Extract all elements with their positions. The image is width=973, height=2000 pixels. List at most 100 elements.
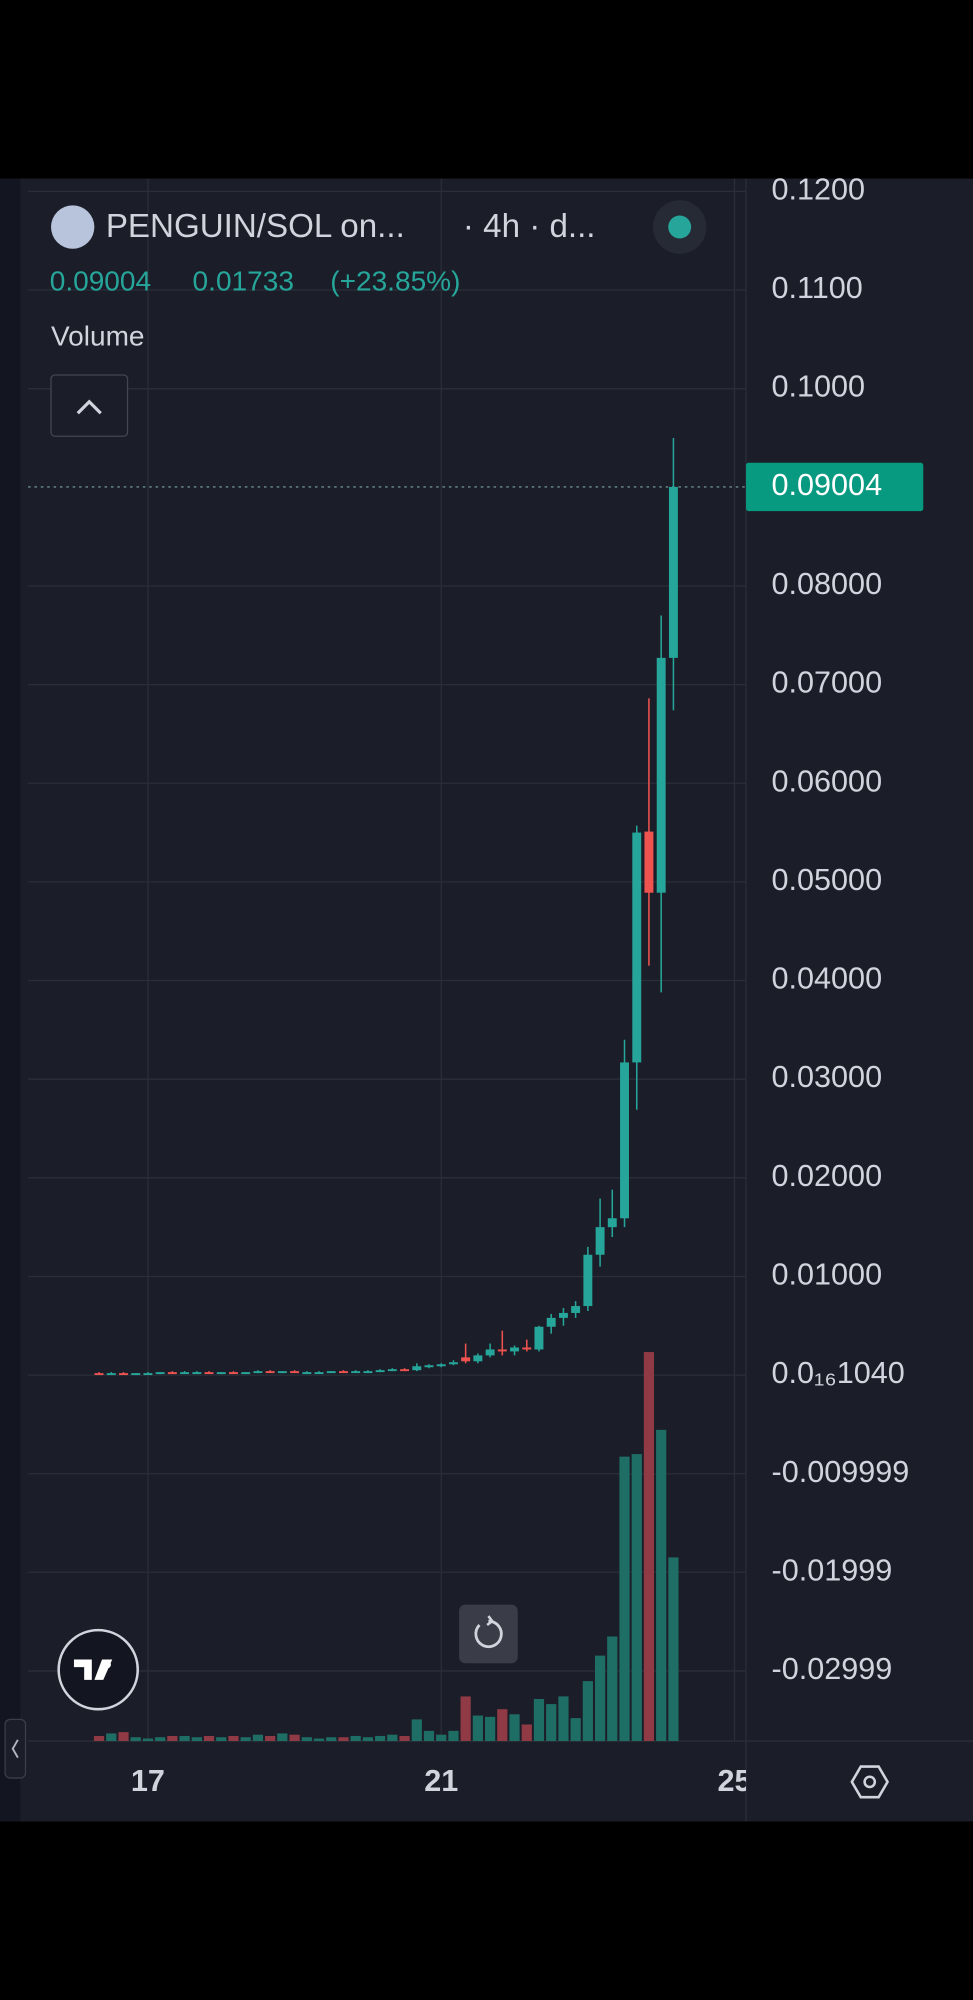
candle-body bbox=[620, 1062, 629, 1219]
candle-body bbox=[436, 1364, 446, 1367]
change-percent: (+23.85%) bbox=[330, 266, 460, 297]
y-tick-label: 0.1200 bbox=[772, 172, 866, 206]
status-dot bbox=[668, 215, 692, 239]
volume-bar bbox=[448, 1730, 459, 1742]
volume-bar bbox=[191, 1737, 202, 1742]
volume-bar bbox=[472, 1715, 483, 1742]
candle-body bbox=[119, 1373, 128, 1376]
collapse-icon bbox=[76, 399, 102, 415]
reset-button[interactable] bbox=[459, 1604, 518, 1664]
volume-bar bbox=[118, 1732, 129, 1742]
y-tick-label: 0.06000 bbox=[772, 764, 883, 798]
volume-bar bbox=[203, 1735, 215, 1742]
interval[interactable]: · 4h · d... bbox=[463, 208, 596, 245]
candle-body bbox=[216, 1372, 226, 1375]
volume-bar bbox=[558, 1696, 569, 1742]
candle-body bbox=[497, 1349, 507, 1352]
collapse-button[interactable] bbox=[50, 374, 129, 437]
volume-bar bbox=[265, 1735, 276, 1742]
volume-bar bbox=[155, 1737, 166, 1742]
candle-body bbox=[656, 657, 666, 893]
side-tab[interactable] bbox=[4, 1718, 27, 1779]
candle-body bbox=[485, 1349, 495, 1356]
y-tick-label: 0.03000 bbox=[772, 1060, 883, 1094]
volume-bar bbox=[252, 1734, 264, 1742]
volume-bar bbox=[387, 1734, 398, 1742]
volume-bar bbox=[301, 1737, 312, 1742]
candle-body bbox=[473, 1355, 483, 1362]
candle-body bbox=[131, 1373, 141, 1376]
change: 0.01733 bbox=[193, 266, 294, 297]
candles bbox=[94, 438, 678, 1376]
candle-body bbox=[424, 1365, 434, 1368]
candle-body bbox=[204, 1372, 214, 1375]
volume-bar bbox=[375, 1735, 386, 1742]
volume-bar bbox=[643, 1352, 655, 1742]
volume-bar bbox=[607, 1636, 618, 1742]
candle-body bbox=[180, 1372, 190, 1375]
volume-pane bbox=[93, 1352, 679, 1742]
candle-body bbox=[412, 1366, 422, 1371]
candle-body bbox=[253, 1371, 263, 1374]
volume-bar bbox=[142, 1738, 154, 1742]
y-tick-label: -0.009999 bbox=[772, 1455, 910, 1489]
volume-bar bbox=[619, 1456, 630, 1742]
volume-bar bbox=[93, 1735, 105, 1742]
volume-bar bbox=[570, 1718, 581, 1742]
reset-icon bbox=[474, 1619, 503, 1649]
candle-body bbox=[290, 1371, 300, 1374]
volume-bar bbox=[533, 1698, 545, 1742]
volume-bar bbox=[167, 1735, 178, 1742]
candle-body bbox=[363, 1371, 373, 1374]
y-tick-label: 0.0₁₆1040 bbox=[772, 1356, 905, 1390]
y-tick-label: 0.05000 bbox=[772, 863, 883, 897]
candle-body bbox=[571, 1306, 581, 1313]
candle-body bbox=[192, 1372, 202, 1375]
left-strip bbox=[0, 178, 21, 1822]
volume-bar bbox=[106, 1733, 117, 1742]
symbol[interactable]: PENGUIN/SOL on... bbox=[106, 208, 405, 245]
volume-bar bbox=[240, 1737, 251, 1742]
volume-bar bbox=[289, 1734, 300, 1742]
y-tick-label: 0.08000 bbox=[772, 567, 883, 601]
volume-bar bbox=[485, 1716, 496, 1742]
candle-body bbox=[375, 1370, 385, 1373]
reset-arrow bbox=[486, 1615, 495, 1627]
y-tick-label: 0.04000 bbox=[772, 962, 883, 996]
candle-body bbox=[167, 1372, 177, 1375]
y-tick-label: 0.01000 bbox=[772, 1258, 883, 1292]
chart-panel bbox=[0, 178, 973, 1822]
volume-bar bbox=[411, 1719, 422, 1742]
candle-body bbox=[314, 1372, 324, 1375]
candle-body bbox=[583, 1254, 593, 1307]
candle-body bbox=[302, 1372, 312, 1375]
tradingview-mark bbox=[73, 1659, 113, 1680]
candle-body bbox=[632, 832, 642, 1063]
y-tick-label: -0.01999 bbox=[772, 1553, 893, 1587]
volume-bar bbox=[216, 1737, 227, 1742]
volume-bar bbox=[179, 1735, 190, 1742]
candle-body bbox=[94, 1373, 104, 1376]
candle-body bbox=[558, 1312, 568, 1318]
candle-body bbox=[265, 1371, 275, 1374]
last-price-tag bbox=[746, 462, 924, 512]
volume-bar bbox=[668, 1557, 679, 1742]
side-tab-icon bbox=[11, 1739, 19, 1759]
token-logo bbox=[51, 205, 95, 249]
y-tick-label: 0.07000 bbox=[772, 666, 883, 700]
candle-body bbox=[155, 1372, 165, 1375]
candle-body bbox=[339, 1371, 348, 1374]
candle-body bbox=[143, 1373, 153, 1376]
volume-bar bbox=[436, 1734, 447, 1742]
volume-bar bbox=[399, 1735, 410, 1742]
y-tick-label: 0.02000 bbox=[772, 1159, 883, 1193]
volume-bar bbox=[631, 1454, 642, 1742]
volume-bar bbox=[509, 1714, 520, 1742]
candle-body bbox=[106, 1373, 116, 1376]
candle-body bbox=[644, 831, 654, 893]
candle-body bbox=[595, 1227, 605, 1255]
volume-bar bbox=[521, 1724, 532, 1742]
candle-body bbox=[400, 1369, 410, 1372]
settings-button[interactable] bbox=[850, 1765, 890, 1799]
